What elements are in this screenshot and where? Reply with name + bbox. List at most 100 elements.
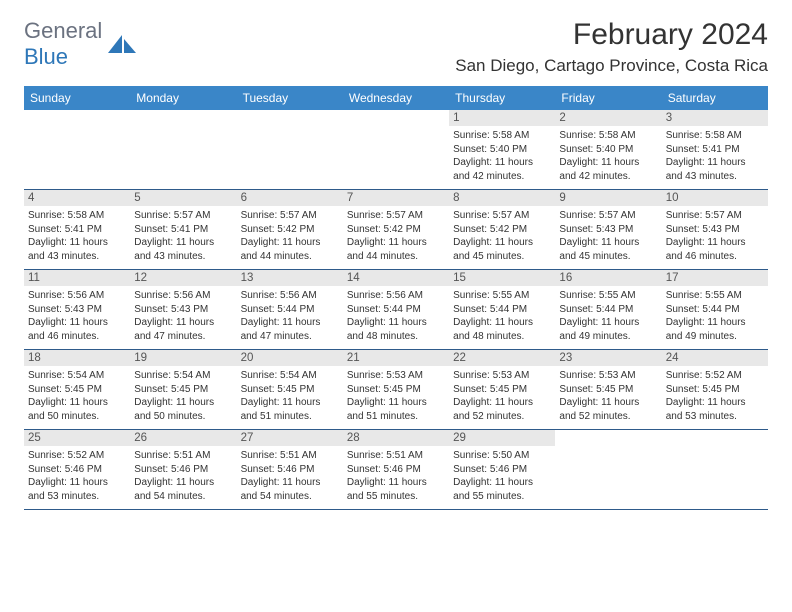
- day-number: 19: [130, 350, 236, 366]
- day-cell: 1Sunrise: 5:58 AMSunset: 5:40 PMDaylight…: [449, 110, 555, 189]
- day-cell: 11 Sunrise: 5:56 AMSunset: 5:43 PMDayligh…: [24, 270, 130, 349]
- day-cell: 12 Sunrise: 5:56 AMSunset: 5:43 PMDayligh…: [130, 270, 236, 349]
- day-cell: 14Sunrise: 5:56 AMSunset: 5:44 PMDayligh…: [343, 270, 449, 349]
- day-cell: 15 Sunrise: 5:55 AMSunset: 5:44 PMDayligh…: [449, 270, 555, 349]
- logo-sail-icon: [106, 33, 140, 55]
- day-number: 2: [555, 110, 661, 126]
- day-number: [343, 110, 449, 126]
- day-detail: Sunrise: 5:54 AMSunset: 5:45 PMDaylight:…: [28, 369, 126, 423]
- day-number: 25: [24, 430, 130, 446]
- empty-day-cell: [343, 110, 449, 189]
- day-detail: Sunrise: 5:57 AMSunset: 5:42 PMDaylight:…: [241, 209, 339, 263]
- day-number: 17: [662, 270, 768, 286]
- day-number: 6: [237, 190, 343, 206]
- day-detail: Sunrise: 5:53 AMSunset: 5:45 PMDaylight:…: [347, 369, 445, 423]
- day-number: 11: [24, 270, 130, 286]
- day-number: 12: [130, 270, 236, 286]
- day-cell: 28 Sunrise: 5:51 AMSunset: 5:46 PMDayligh…: [343, 430, 449, 509]
- day-header-sunday: Sunday: [24, 86, 130, 110]
- day-cell: 2 Sunrise: 5:58 AMSunset: 5:40 PMDaylight…: [555, 110, 661, 189]
- day-detail: Sunrise: 5:51 AMSunset: 5:46 PMDaylight:…: [347, 449, 445, 503]
- day-detail: Sunrise: 5:53 AMSunset: 5:45 PMDaylight:…: [559, 369, 657, 423]
- day-cell: 25 Sunrise: 5:52 AMSunset: 5:46 PMDayligh…: [24, 430, 130, 509]
- day-cell: 9Sunrise: 5:57 AMSunset: 5:43 PMDaylight…: [555, 190, 661, 269]
- empty-day-cell: [555, 430, 661, 509]
- day-number: 28: [343, 430, 449, 446]
- page-header: General Blue February 2024 San Diego, Ca…: [24, 18, 768, 76]
- day-number: 7: [343, 190, 449, 206]
- day-number: [237, 110, 343, 126]
- empty-day-cell: [24, 110, 130, 189]
- day-header-friday: Friday: [555, 86, 661, 110]
- day-detail: Sunrise: 5:56 AMSunset: 5:43 PMDaylight:…: [28, 289, 126, 343]
- day-number: 15: [449, 270, 555, 286]
- day-cell: 19 Sunrise: 5:54 AMSunset: 5:45 PMDayligh…: [130, 350, 236, 429]
- month-title: February 2024: [455, 18, 768, 52]
- day-cell: 10Sunrise: 5:57 AMSunset: 5:43 PMDayligh…: [662, 190, 768, 269]
- day-detail: Sunrise: 5:55 AMSunset: 5:44 PMDaylight:…: [453, 289, 551, 343]
- day-cell: 27Sunrise: 5:51 AMSunset: 5:46 PMDayligh…: [237, 430, 343, 509]
- day-detail: Sunrise: 5:57 AMSunset: 5:41 PMDaylight:…: [134, 209, 232, 263]
- day-header-tuesday: Tuesday: [237, 86, 343, 110]
- day-detail: Sunrise: 5:54 AMSunset: 5:45 PMDaylight:…: [134, 369, 232, 423]
- day-detail: Sunrise: 5:53 AMSunset: 5:45 PMDaylight:…: [453, 369, 551, 423]
- day-number: 18: [24, 350, 130, 366]
- day-cell: 3Sunrise: 5:58 AMSunset: 5:41 PMDaylight…: [662, 110, 768, 189]
- day-cell: 7 Sunrise: 5:57 AMSunset: 5:42 PMDaylight…: [343, 190, 449, 269]
- day-cell: 24Sunrise: 5:52 AMSunset: 5:45 PMDayligh…: [662, 350, 768, 429]
- week-row: 4 Sunrise: 5:58 AMSunset: 5:41 PMDaylight…: [24, 190, 768, 270]
- day-cell: 17 Sunrise: 5:55 AMSunset: 5:44 PMDayligh…: [662, 270, 768, 349]
- day-number: 3: [662, 110, 768, 126]
- day-header-wednesday: Wednesday: [343, 86, 449, 110]
- day-cell: 6 Sunrise: 5:57 AMSunset: 5:42 PMDaylight…: [237, 190, 343, 269]
- day-cell: 21 Sunrise: 5:53 AMSunset: 5:45 PMDayligh…: [343, 350, 449, 429]
- day-number: [24, 110, 130, 126]
- day-header-monday: Monday: [130, 86, 236, 110]
- day-cell: 26 Sunrise: 5:51 AMSunset: 5:46 PMDayligh…: [130, 430, 236, 509]
- day-detail: Sunrise: 5:51 AMSunset: 5:46 PMDaylight:…: [134, 449, 232, 503]
- day-number: 22: [449, 350, 555, 366]
- day-detail: Sunrise: 5:50 AMSunset: 5:46 PMDaylight:…: [453, 449, 551, 503]
- day-number: 29: [449, 430, 555, 446]
- day-detail: Sunrise: 5:57 AMSunset: 5:42 PMDaylight:…: [453, 209, 551, 263]
- day-number: 8: [449, 190, 555, 206]
- day-cell: 23 Sunrise: 5:53 AMSunset: 5:45 PMDayligh…: [555, 350, 661, 429]
- day-detail: Sunrise: 5:58 AMSunset: 5:41 PMDaylight:…: [28, 209, 126, 263]
- day-number: [662, 430, 768, 446]
- day-detail: Sunrise: 5:57 AMSunset: 5:42 PMDaylight:…: [347, 209, 445, 263]
- day-number: 26: [130, 430, 236, 446]
- logo-word-1: General: [24, 18, 102, 43]
- week-row: 11Sunrise: 5:56 AMSunset: 5:43 PMDayligh…: [24, 270, 768, 350]
- day-number: 10: [662, 190, 768, 206]
- day-header-saturday: Saturday: [662, 86, 768, 110]
- day-detail: Sunrise: 5:55 AMSunset: 5:44 PMDaylight:…: [666, 289, 764, 343]
- day-detail: Sunrise: 5:52 AMSunset: 5:46 PMDaylight:…: [28, 449, 126, 503]
- day-number: 16: [555, 270, 661, 286]
- day-cell: 18 Sunrise: 5:54 AMSunset: 5:45 PMDayligh…: [24, 350, 130, 429]
- day-number: 13: [237, 270, 343, 286]
- week-row: 18Sunrise: 5:54 AMSunset: 5:45 PMDayligh…: [24, 350, 768, 430]
- day-number: 23: [555, 350, 661, 366]
- day-number: 24: [662, 350, 768, 366]
- day-header-thursday: Thursday: [449, 86, 555, 110]
- day-number: [555, 430, 661, 446]
- location: San Diego, Cartago Province, Costa Rica: [455, 56, 768, 76]
- day-number: 4: [24, 190, 130, 206]
- day-cell: 4 Sunrise: 5:58 AMSunset: 5:41 PMDaylight…: [24, 190, 130, 269]
- day-cell: 5 Sunrise: 5:57 AMSunset: 5:41 PMDaylight…: [130, 190, 236, 269]
- day-detail: Sunrise: 5:56 AMSunset: 5:43 PMDaylight:…: [134, 289, 232, 343]
- logo: General Blue: [24, 18, 140, 70]
- day-number: 5: [130, 190, 236, 206]
- day-number: 27: [237, 430, 343, 446]
- day-header-row: SundayMondayTuesdayWednesdayThursdayFrid…: [24, 86, 768, 110]
- day-cell: 13 Sunrise: 5:56 AMSunset: 5:44 PMDayligh…: [237, 270, 343, 349]
- day-detail: Sunrise: 5:56 AMSunset: 5:44 PMDaylight:…: [241, 289, 339, 343]
- week-row: 1Sunrise: 5:58 AMSunset: 5:40 PMDaylight…: [24, 110, 768, 190]
- day-cell: 8 Sunrise: 5:57 AMSunset: 5:42 PMDaylight…: [449, 190, 555, 269]
- empty-day-cell: [662, 430, 768, 509]
- calendar: SundayMondayTuesdayWednesdayThursdayFrid…: [24, 86, 768, 510]
- day-number: 21: [343, 350, 449, 366]
- day-cell: 16Sunrise: 5:55 AMSunset: 5:44 PMDayligh…: [555, 270, 661, 349]
- day-detail: Sunrise: 5:58 AMSunset: 5:40 PMDaylight:…: [559, 129, 657, 183]
- day-detail: Sunrise: 5:57 AMSunset: 5:43 PMDaylight:…: [559, 209, 657, 263]
